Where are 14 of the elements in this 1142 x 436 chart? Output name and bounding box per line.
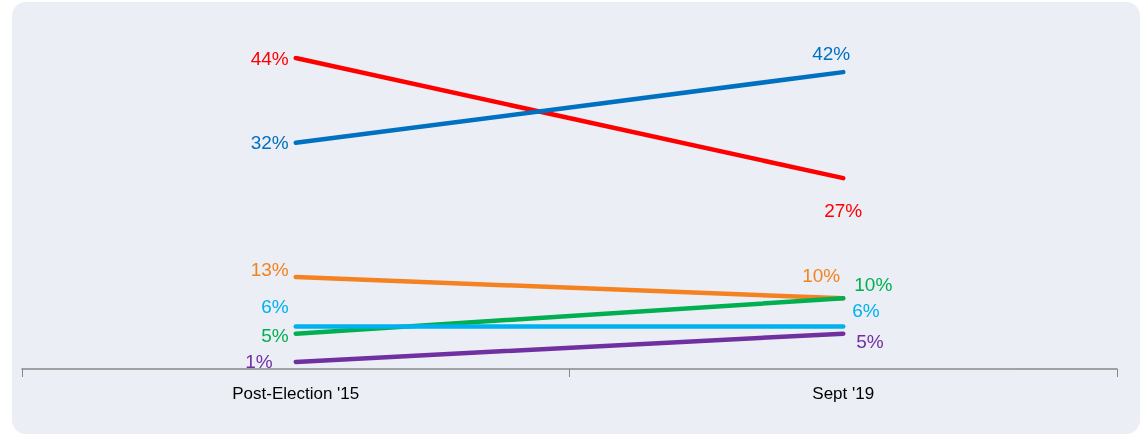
- x-tick-label: Sept '19: [812, 384, 875, 403]
- data-label: 6%: [852, 300, 880, 322]
- data-label: 10%: [854, 273, 893, 295]
- data-label: 13%: [250, 258, 289, 280]
- data-label: 1%: [245, 351, 273, 373]
- x-tick-label: Post-Election '15: [232, 384, 360, 403]
- data-label: 5%: [856, 331, 884, 353]
- data-label: 6%: [261, 296, 289, 318]
- data-label: 42%: [812, 43, 851, 65]
- data-label: 27%: [824, 200, 863, 222]
- data-label: 5%: [261, 325, 289, 347]
- data-label: 10%: [802, 265, 841, 287]
- data-label: 32%: [250, 132, 289, 154]
- data-label: 44%: [250, 47, 289, 69]
